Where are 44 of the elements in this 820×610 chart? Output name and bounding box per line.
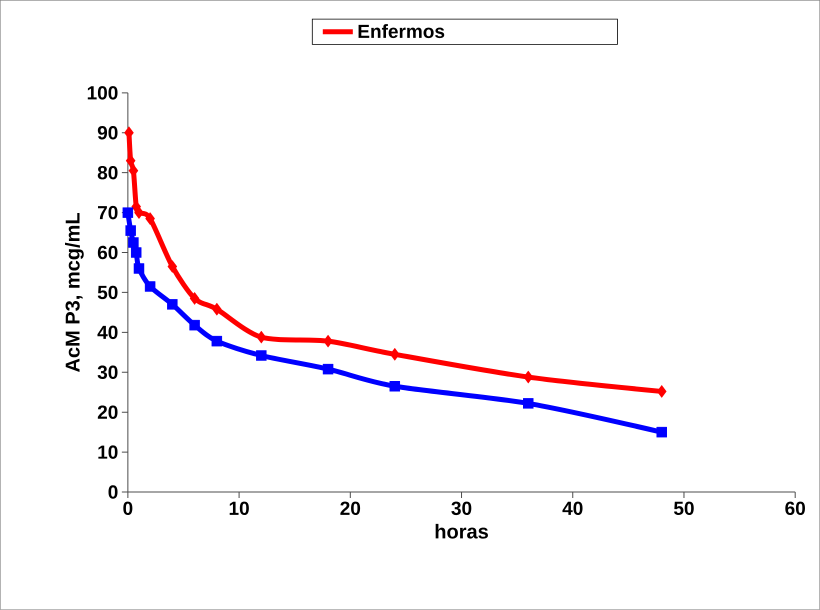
y-axis-title: AcM P3, mcg/mL [65, 213, 84, 372]
y-tick-label: 90 [98, 126, 118, 140]
x-tick-label: 60 [785, 502, 805, 516]
point [256, 330, 266, 344]
x-tick-label: 10 [230, 502, 249, 516]
point [656, 426, 667, 438]
x-tick-label: 30 [451, 502, 472, 516]
point [523, 398, 534, 409]
point [125, 225, 136, 236]
point [323, 334, 333, 348]
point [122, 207, 134, 218]
point [167, 299, 178, 310]
point [189, 320, 200, 330]
legend-label: Enfermos [358, 24, 444, 38]
point [212, 302, 222, 316]
y-tick-label: 20 [98, 406, 118, 419]
y-tick-label: 80 [98, 166, 118, 180]
y-tick-label: 0 [108, 485, 118, 499]
y-tick-label: 100 [88, 86, 118, 100]
point [145, 212, 155, 225]
point [144, 281, 156, 292]
point [134, 206, 144, 219]
x-axis-title: horas [436, 524, 488, 539]
y-tick-label: 70 [98, 206, 118, 220]
point [322, 364, 334, 374]
y-tick-label: 60 [98, 246, 118, 260]
x-tick-label: 20 [340, 502, 360, 516]
point [212, 336, 222, 346]
y-tick-label: 40 [97, 326, 118, 340]
point [128, 237, 139, 248]
point [190, 292, 200, 305]
y-tick-label: 50 [98, 286, 118, 300]
point [390, 348, 400, 361]
x-tick-label: 0 [123, 502, 132, 516]
y-tick-label: 30 [98, 366, 118, 380]
x-tick-label: 50 [674, 502, 694, 516]
point [130, 247, 142, 258]
point [390, 381, 400, 392]
y-tick-label: 10 [98, 445, 118, 459]
x-tick-label: 40 [562, 502, 583, 516]
point [134, 263, 144, 274]
point [256, 350, 267, 361]
point [524, 370, 534, 384]
point [168, 260, 178, 273]
